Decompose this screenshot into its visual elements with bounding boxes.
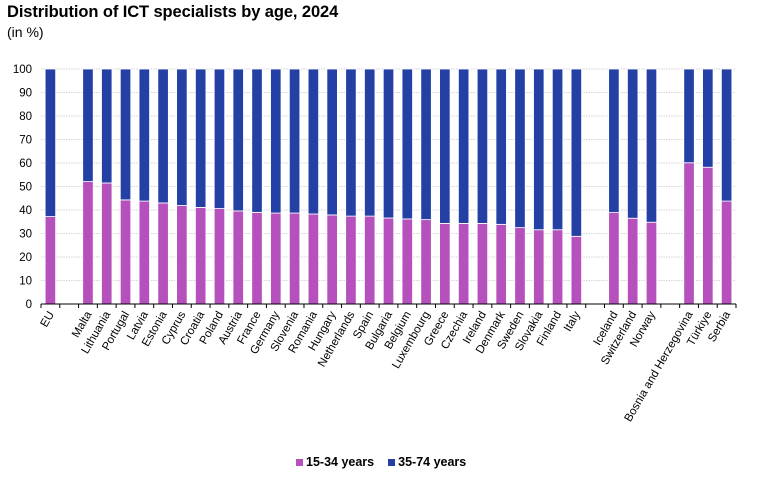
bar-finland-15-34-years bbox=[551, 229, 564, 305]
bar-malta-35-74-years bbox=[82, 68, 94, 182]
y-tick-label-0: 0 bbox=[26, 299, 32, 311]
bar-netherlands-35-74-years bbox=[345, 68, 357, 217]
y-tick-label-80: 80 bbox=[19, 111, 32, 123]
y-tick-label-50: 50 bbox=[19, 182, 32, 194]
y-tick-label-70: 70 bbox=[19, 135, 32, 147]
bar-latvia-15-34-years bbox=[138, 200, 150, 305]
bar-greece-35-74-years bbox=[439, 68, 451, 224]
bar-bulgaria-15-34-years bbox=[382, 217, 395, 305]
y-tick-label-60: 60 bbox=[19, 158, 32, 170]
bar-austria-35-74-years bbox=[232, 68, 244, 212]
bar-luxembourg-15-34-years bbox=[420, 219, 432, 305]
bar-romania-35-74-years bbox=[307, 68, 320, 215]
bar-denmark-35-74-years bbox=[495, 68, 507, 225]
legend-swatch-35-74 bbox=[388, 458, 396, 466]
bar-croatia-35-74-years bbox=[195, 68, 207, 208]
x-axis-labels: EU MaltaLithuaniaPortugalLatviaEstoniaCyp… bbox=[39, 309, 734, 424]
bar-hungary-35-74-years bbox=[326, 68, 338, 216]
bar-spain-15-34-years bbox=[364, 215, 376, 305]
bar-turkiye-35-74-years bbox=[702, 68, 714, 168]
legend-item-35-74: 35-74 years bbox=[388, 455, 466, 469]
bar-denmark-15-34-years bbox=[495, 223, 507, 305]
legend: 15-34 years 35-74 years bbox=[296, 455, 480, 469]
bars bbox=[44, 68, 733, 305]
bar-poland-35-74-years bbox=[213, 68, 226, 209]
bar-turkiye-15-34-years bbox=[702, 166, 714, 305]
bar-netherlands-15-34-years bbox=[345, 215, 357, 305]
bar-latvia-35-74-years bbox=[138, 68, 150, 202]
bar-italy-15-34-years bbox=[570, 235, 582, 305]
bar-ireland-35-74-years bbox=[476, 68, 489, 224]
bar-sweden-35-74-years bbox=[514, 68, 526, 229]
bar-malta-15-34-years bbox=[82, 181, 94, 305]
bar-sweden-15-34-years bbox=[514, 227, 526, 305]
bar-slovakia-15-34-years bbox=[533, 229, 545, 305]
chart-subtitle: (in %) bbox=[7, 24, 44, 40]
bar-germany-15-34-years bbox=[270, 212, 282, 305]
bar-lithuania-15-34-years bbox=[101, 182, 113, 305]
bar-hungary-15-34-years bbox=[326, 214, 338, 305]
bar-austria-15-34-years bbox=[232, 210, 244, 305]
bar-bosnia-and-herzegovina-35-74-years bbox=[683, 68, 695, 164]
bar-slovenia-15-34-years bbox=[288, 212, 301, 305]
legend-item-15-34: 15-34 years bbox=[296, 455, 374, 469]
bar-belgium-35-74-years bbox=[401, 68, 413, 220]
bar-france-35-74-years bbox=[251, 68, 263, 213]
bar-estonia-35-74-years bbox=[157, 68, 169, 204]
bar-finland-35-74-years bbox=[551, 68, 564, 231]
bar-poland-15-34-years bbox=[213, 208, 226, 305]
x-tick-label-eu: EU bbox=[39, 310, 57, 330]
bar-luxembourg-35-74-years bbox=[420, 68, 432, 221]
bar-spain-35-74-years bbox=[364, 68, 376, 217]
bar-serbia-35-74-years bbox=[720, 68, 733, 202]
bar-norway-15-34-years bbox=[645, 221, 658, 305]
bar-eu-35-74-years bbox=[44, 68, 57, 217]
y-axis-ticks: 0 10 20 30 40 50 60 70 80 90 100 bbox=[13, 64, 32, 311]
bar-iceland-15-34-years bbox=[608, 212, 620, 305]
x-tick-label-italy: Italy bbox=[562, 309, 583, 333]
chart-title: Distribution of ICT specialists by age, … bbox=[7, 3, 339, 21]
legend-swatch-15-34 bbox=[296, 458, 303, 466]
legend-label-15-34: 15-34 years bbox=[306, 455, 375, 469]
bar-slovenia-35-74-years bbox=[288, 68, 301, 214]
bar-czechia-35-74-years bbox=[457, 68, 470, 224]
bar-serbia-15-34-years bbox=[720, 200, 733, 305]
bar-slovakia-35-74-years bbox=[533, 68, 545, 231]
legend-label-35-74: 35-74 years bbox=[398, 455, 467, 469]
bar-estonia-15-34-years bbox=[157, 202, 169, 305]
bar-norway-35-74-years bbox=[645, 68, 658, 223]
y-tick-label-90: 90 bbox=[19, 88, 32, 100]
y-tick-label-30: 30 bbox=[19, 229, 32, 241]
y-tick-label-10: 10 bbox=[19, 276, 32, 288]
bar-iceland-35-74-years bbox=[608, 68, 620, 213]
y-tick-label-20: 20 bbox=[19, 252, 32, 264]
bar-croatia-15-34-years bbox=[195, 207, 207, 305]
x-tick-label-bosnia-and-herzegovina: Bosnia and Herzegovina bbox=[623, 309, 696, 424]
bar-france-15-34-years bbox=[251, 211, 263, 305]
bar-switzerland-15-34-years bbox=[627, 217, 639, 305]
x-axis bbox=[40, 303, 737, 308]
bar-eu-15-34-years bbox=[44, 216, 57, 305]
bar-switzerland-35-74-years bbox=[627, 68, 639, 219]
bar-lithuania-35-74-years bbox=[101, 68, 113, 184]
bar-czechia-15-34-years bbox=[457, 222, 470, 305]
bar-romania-15-34-years bbox=[307, 213, 320, 305]
bar-belgium-15-34-years bbox=[401, 218, 413, 305]
bar-germany-35-74-years bbox=[270, 68, 282, 214]
bar-cyprus-35-74-years bbox=[176, 68, 188, 206]
bar-portugal-15-34-years bbox=[119, 199, 132, 305]
bar-bulgaria-35-74-years bbox=[382, 68, 395, 219]
y-tick-label-100: 100 bbox=[13, 64, 32, 76]
bar-portugal-35-74-years bbox=[119, 68, 132, 201]
bar-italy-35-74-years bbox=[570, 68, 582, 237]
bar-ireland-15-34-years bbox=[476, 222, 489, 305]
bar-greece-15-34-years bbox=[439, 222, 451, 305]
bar-cyprus-15-34-years bbox=[176, 205, 188, 305]
bar-bosnia-and-herzegovina-15-34-years bbox=[683, 162, 695, 305]
y-tick-label-40: 40 bbox=[19, 205, 32, 217]
